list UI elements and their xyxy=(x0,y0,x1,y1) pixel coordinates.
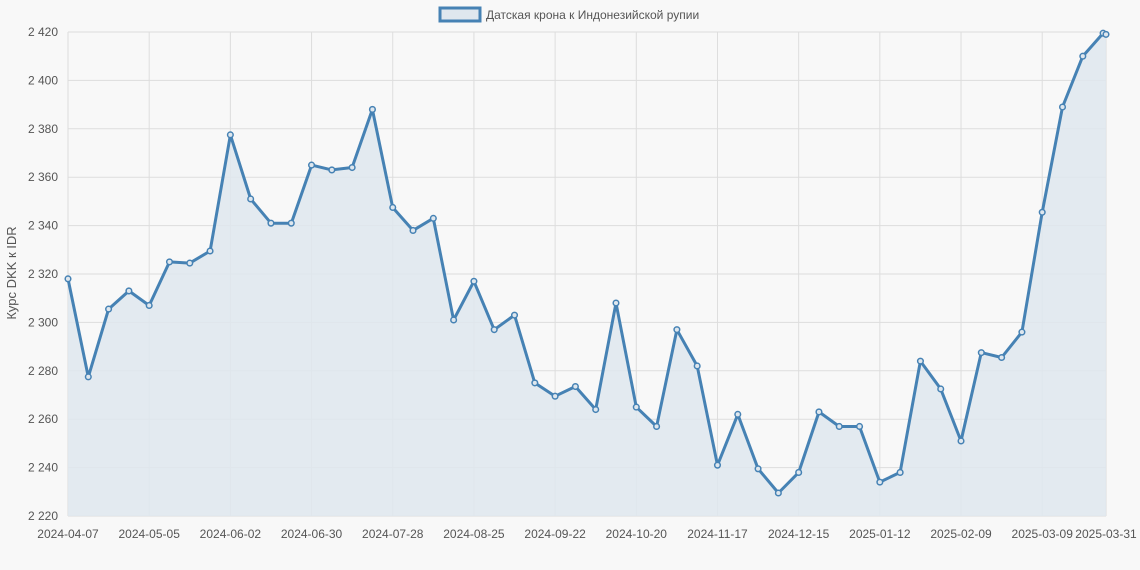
data-point xyxy=(916,357,924,365)
x-tick-label: 2024-05-05 xyxy=(118,527,180,541)
data-point xyxy=(165,258,174,266)
data-point xyxy=(896,468,904,476)
data-point xyxy=(1079,52,1087,60)
data-point xyxy=(287,219,295,227)
data-point xyxy=(835,422,843,431)
data-point xyxy=(571,382,579,391)
data-point xyxy=(145,301,153,310)
y-tick-label: 2 360 xyxy=(28,170,58,184)
legend[interactable]: Датская крона к Индонезийской рупии xyxy=(438,6,699,23)
data-point xyxy=(429,214,437,222)
data-point xyxy=(998,353,1006,362)
data-point xyxy=(64,275,72,283)
data-point xyxy=(531,379,539,387)
x-tick-label: 2024-08-25 xyxy=(443,527,505,541)
y-tick-label: 2 240 xyxy=(28,461,58,475)
data-point xyxy=(247,195,255,203)
x-tick-label: 2025-01-12 xyxy=(849,527,911,541)
data-point xyxy=(267,219,275,227)
y-axis-title: Курс DKK к IDR xyxy=(4,226,19,319)
legend-label[interactable]: Датская крона к Индонезийской рупии xyxy=(486,8,699,22)
data-point xyxy=(713,461,722,469)
y-tick-label: 2 220 xyxy=(28,509,58,523)
y-tick-label: 2 380 xyxy=(28,122,58,136)
x-tick-label: 2024-12-15 xyxy=(768,527,830,541)
x-tick-label: 2024-10-20 xyxy=(606,527,668,541)
data-point xyxy=(328,166,336,174)
y-tick-label: 2 320 xyxy=(28,267,58,281)
data-point xyxy=(308,161,316,169)
x-tick-label: 2024-07-28 xyxy=(362,527,424,541)
x-tick-label: 2025-03-09 xyxy=(1012,527,1074,541)
data-point xyxy=(389,203,397,211)
x-tick-label: 2024-09-22 xyxy=(524,527,586,541)
data-point xyxy=(774,489,782,497)
area-fill-layer xyxy=(68,33,1106,516)
x-tick-label: 2024-04-07 xyxy=(37,527,99,541)
data-point xyxy=(1102,30,1110,38)
data-point xyxy=(84,373,92,381)
data-point xyxy=(470,277,478,285)
data-point xyxy=(937,385,945,393)
data-point xyxy=(876,478,884,486)
data-point xyxy=(368,105,376,113)
y-tick-label: 2 340 xyxy=(28,219,58,233)
data-point xyxy=(510,311,519,319)
y-tick-label: 2 400 xyxy=(28,73,58,87)
data-points xyxy=(64,29,1110,497)
data-point xyxy=(348,163,356,172)
y-tick-label: 2 280 xyxy=(28,364,58,378)
data-point xyxy=(632,403,640,411)
x-tick-label: 2025-02-09 xyxy=(930,527,992,541)
y-axis-ticks: 2 220 2 240 2 260 2 280 2 300 2 320 2 340 2 360… xyxy=(28,25,58,523)
legend-swatch[interactable] xyxy=(438,6,482,23)
data-point xyxy=(490,326,498,334)
data-point xyxy=(125,287,133,295)
data-point xyxy=(206,247,214,255)
data-point xyxy=(1058,103,1067,111)
data-point xyxy=(551,392,559,400)
data-point xyxy=(186,259,194,267)
y-tick-label: 2 420 xyxy=(28,25,58,39)
data-point xyxy=(754,465,762,473)
x-tick-label: 2024-11-17 xyxy=(687,527,748,541)
data-point xyxy=(693,362,701,370)
data-point xyxy=(1038,208,1046,216)
x-tick-label: 2024-06-30 xyxy=(281,527,343,541)
y-tick-label: 2 260 xyxy=(28,412,58,426)
data-point xyxy=(105,305,113,313)
data-point xyxy=(734,410,742,418)
data-point xyxy=(673,326,681,334)
data-point xyxy=(855,422,864,431)
y-tick-label: 2 300 xyxy=(28,315,58,329)
data-point xyxy=(409,226,417,234)
x-tick-label: 2025-03-31 xyxy=(1075,527,1137,541)
data-point xyxy=(450,316,458,324)
data-point xyxy=(795,468,803,476)
data-point xyxy=(977,349,985,357)
data-point xyxy=(592,405,600,414)
series-area xyxy=(68,33,1106,516)
data-point xyxy=(1018,328,1026,336)
data-point xyxy=(226,131,234,139)
x-tick-label: 2024-06-02 xyxy=(200,527,262,541)
data-point xyxy=(957,437,965,445)
data-point xyxy=(815,408,823,416)
data-point xyxy=(653,422,661,431)
x-axis-ticks: 2024-04-07 2024-05-05 2024-06-02 2024-06-30… xyxy=(37,527,1137,541)
data-point xyxy=(612,299,620,307)
